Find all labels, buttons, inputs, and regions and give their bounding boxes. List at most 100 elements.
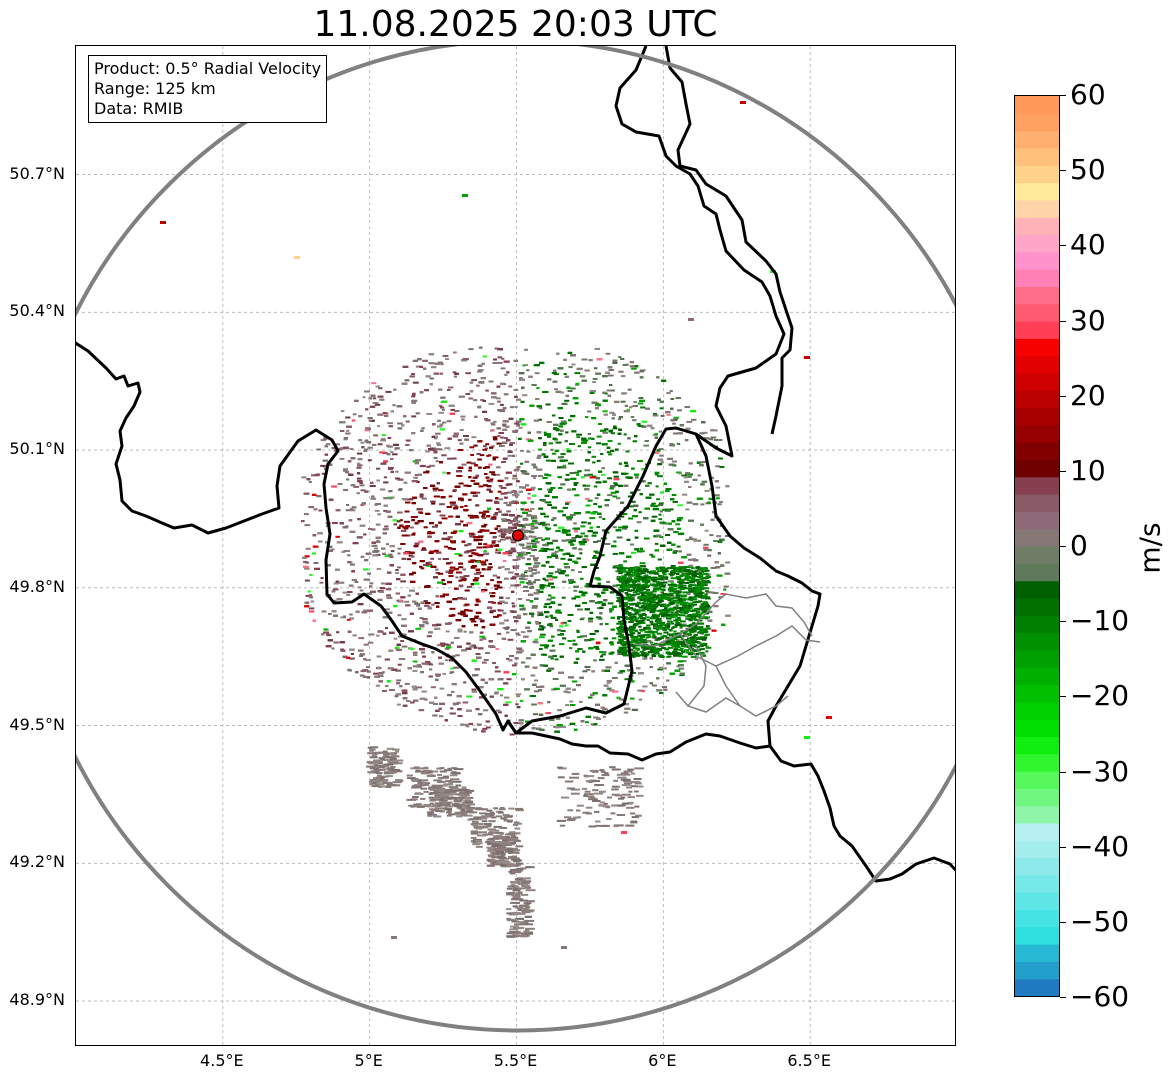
echo-pixel [304, 579, 310, 582]
echo-pixel [419, 617, 424, 620]
echo-pixel [590, 723, 597, 726]
echo-pixel [304, 524, 311, 527]
echo-pixel [600, 453, 604, 455]
echo-pixel [504, 619, 508, 622]
echo-pixel [376, 479, 381, 482]
echo-pixel [390, 496, 395, 499]
echo-pixel [449, 607, 456, 610]
echo-pixel [551, 552, 557, 555]
echo-pixel [539, 585, 546, 588]
echo-pixel [468, 532, 475, 535]
echo-pixel [539, 644, 545, 647]
echo-pixel [538, 448, 543, 451]
echo-pixel [526, 599, 530, 601]
echo-pixel [671, 460, 677, 463]
echo-pixel [359, 484, 365, 487]
echo-pixel [429, 550, 436, 553]
echo-pixel [553, 524, 557, 527]
echo-pixel [471, 379, 478, 382]
echo-pixel [416, 686, 423, 689]
echo-pixel [715, 486, 721, 489]
echo-pixel [474, 617, 479, 619]
echo-pixel [416, 664, 421, 666]
echo-pixel [631, 551, 637, 554]
echo-pixel [450, 690, 455, 693]
echo-pixel [723, 588, 727, 591]
echo-pixel [585, 721, 589, 724]
echo-pixel [700, 653, 706, 656]
echo-pixel [618, 370, 624, 373]
echo-pixel [412, 669, 418, 672]
echo-pixel [470, 620, 477, 623]
echo-pixel [632, 672, 636, 674]
echo-pixel [349, 657, 355, 660]
echo-pixel [618, 515, 625, 518]
echo-pixel [416, 604, 421, 607]
echo-pixel [450, 667, 454, 670]
echo-pixel [515, 703, 519, 706]
echo-pixel [357, 593, 364, 596]
echo-pixel [601, 653, 606, 656]
echo-pixel [504, 628, 509, 631]
echo-pixel [393, 637, 398, 640]
echo-pixel [558, 487, 563, 489]
echo-pixel [546, 501, 552, 504]
echo-pixel [359, 674, 365, 677]
echo-pixel [497, 609, 504, 612]
echo-pixel [366, 670, 371, 673]
echo-pixel [508, 552, 513, 554]
echo-pixel [612, 495, 618, 498]
echo-pixel [636, 550, 643, 553]
echo-pixel [350, 507, 354, 510]
echo-pixel [642, 685, 648, 688]
echo-pixel [526, 542, 532, 545]
echo-pixel [591, 437, 595, 440]
echo-pixel [565, 473, 570, 476]
echo-pixel [409, 375, 415, 378]
echo-pixel [455, 576, 459, 579]
echo-pixel [432, 714, 438, 717]
echo-pixel [596, 459, 601, 462]
echo-pixel [679, 674, 685, 677]
echo-pixel [687, 558, 694, 561]
echo-pixel [457, 439, 462, 442]
echo-pixel [439, 503, 445, 506]
echo-pixel [425, 661, 431, 663]
echo-pixel [612, 427, 618, 430]
echo-pixel [415, 412, 420, 415]
echo-pixel [413, 476, 419, 479]
echo-pixel [652, 576, 658, 579]
echo-pixel [493, 513, 498, 516]
echo-pixel [303, 513, 309, 516]
echo-pixel [497, 400, 501, 403]
echo-pixel [673, 531, 679, 534]
echo-pixel [319, 581, 324, 584]
echo-pixel [507, 554, 512, 557]
echo-pixel [656, 498, 661, 501]
echo-pixel [607, 477, 612, 480]
echo-pixel [546, 421, 552, 423]
echo-pixel [431, 502, 436, 505]
echo-pixel [421, 427, 425, 430]
echo-pixel [609, 411, 615, 414]
echo-pixel [537, 454, 542, 457]
echo-pixel [438, 448, 443, 451]
echo-pixel [624, 678, 628, 681]
echo-pixel [455, 654, 460, 657]
echo-pixel [502, 424, 507, 427]
echo-pixel [450, 408, 456, 411]
echo-pixel [564, 624, 569, 627]
echo-pixel [415, 627, 422, 630]
echo-pixel [531, 703, 537, 706]
echo-pixel [423, 526, 428, 529]
echo-pixel [702, 431, 708, 434]
echo-pixel [561, 596, 566, 599]
radar-map[interactable] [75, 45, 956, 1046]
echo-pixel [445, 659, 449, 662]
echo-pixel [452, 457, 457, 460]
echo-pixel [546, 488, 551, 491]
echo-pixel [349, 613, 353, 616]
echo-pixel [560, 420, 567, 423]
echo-pixel [592, 381, 597, 383]
echo-pixel [367, 446, 374, 449]
